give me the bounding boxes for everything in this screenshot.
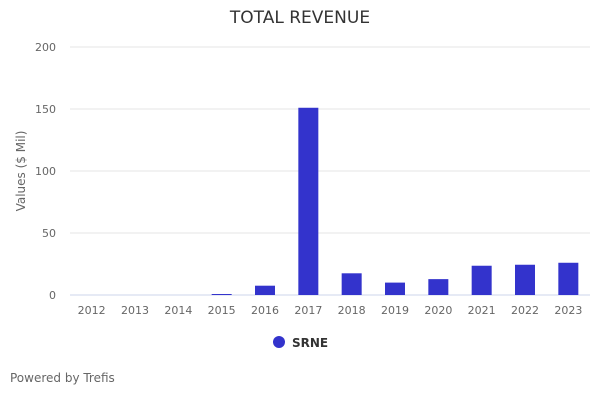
x-tick-label: 2016 [251,304,279,317]
x-tick-label: 2022 [511,304,539,317]
y-tick-label: 150 [35,103,56,116]
x-tick-label: 2019 [381,304,409,317]
bar-2022[interactable] [515,264,535,295]
x-tick-label: 2018 [338,304,366,317]
bar-2019[interactable] [385,282,405,295]
bar-2016[interactable] [255,285,275,295]
chart-title: TOTAL REVENUE [229,8,371,28]
legend-label[interactable]: SRNE [292,336,328,350]
legend-marker[interactable] [273,336,285,348]
bar-2020[interactable] [428,279,449,295]
y-tick-label: 0 [49,289,56,302]
y-tick-label: 100 [35,165,56,178]
x-tick-label: 2015 [208,304,236,317]
y-tick-label: 200 [35,41,56,54]
x-tick-label: 2021 [468,304,496,317]
x-tick-label: 2023 [554,304,582,317]
bar-2017[interactable] [298,107,319,295]
powered-by-trefis[interactable]: Powered by Trefis [10,371,115,385]
y-tick-label: 50 [42,227,56,240]
bar-2023[interactable] [558,262,579,295]
y-axis-label: Values ($ Mil) [14,131,28,212]
bar-2018[interactable] [341,273,362,295]
x-tick-label: 2017 [294,304,322,317]
bar-2021[interactable] [471,265,492,295]
bar-2015[interactable] [211,294,232,295]
x-tick-label: 2013 [121,304,149,317]
x-tick-label: 2020 [424,304,452,317]
x-tick-label: 2014 [164,304,192,317]
x-tick-label: 2012 [78,304,106,317]
